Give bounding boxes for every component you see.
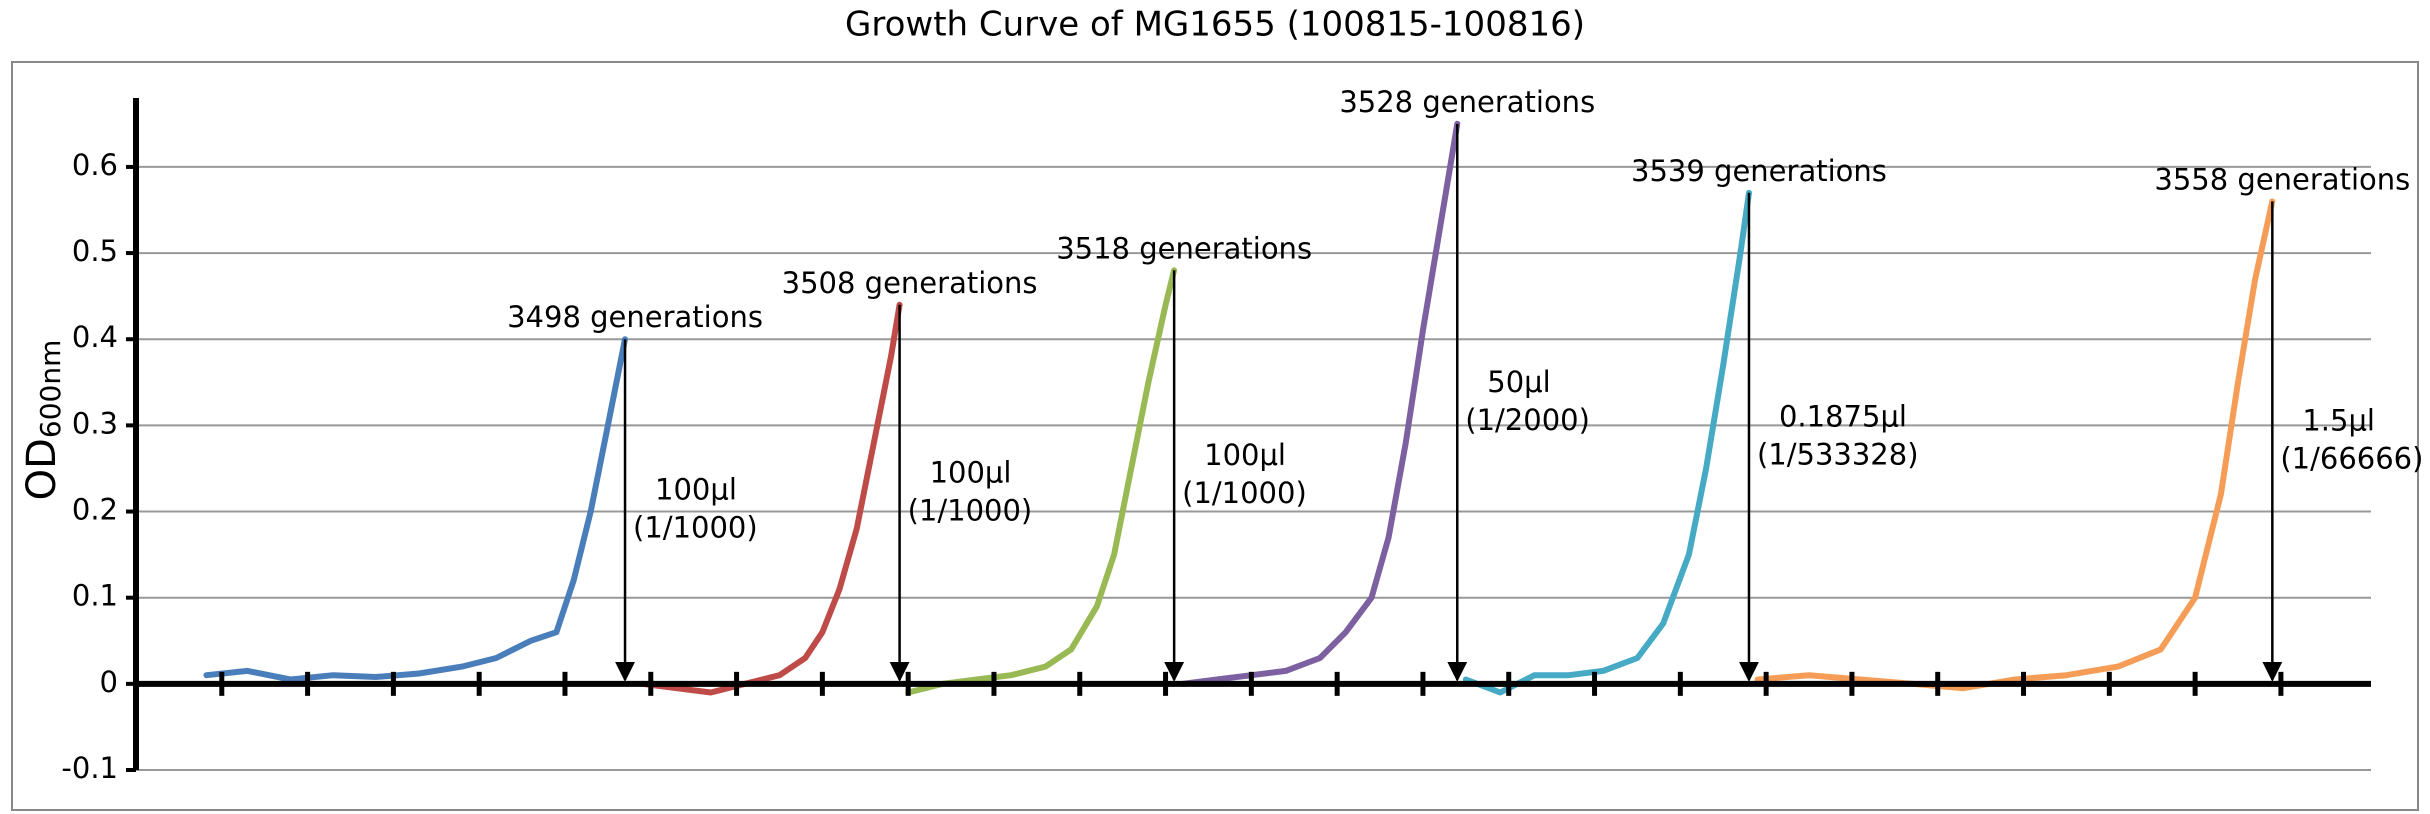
- growth-line: [1179, 120, 1461, 687]
- y-tick-label: 0: [100, 665, 118, 699]
- dilution-label: (1/66666): [2280, 442, 2423, 476]
- dilution-label: 100μl: [1204, 438, 1286, 472]
- dilution-label: 50μl: [1487, 365, 1550, 399]
- growth-line: [203, 336, 628, 683]
- chart-title: Growth Curve of MG1655 (100815-100816): [845, 5, 1585, 45]
- annotation: 3518 generations: [1056, 231, 1312, 265]
- annotation: 3508 generations: [782, 266, 1038, 300]
- y-tick-label: 0.1: [72, 579, 118, 613]
- dilution-label: (1/1000): [1182, 476, 1307, 510]
- growth-line: [1754, 198, 2276, 692]
- annotation: 3539 generations: [1631, 154, 1887, 188]
- y-tick-label: 0.3: [72, 406, 118, 440]
- y-tick-label: 0.5: [72, 234, 118, 268]
- y-axis-label: OD600nm: [19, 340, 67, 501]
- dilution-label: (1/1000): [908, 493, 1033, 527]
- dilution-label: (1/1000): [633, 511, 758, 545]
- dilution-label: 0.1875μl: [1779, 399, 1907, 433]
- y-tick-label: -0.1: [61, 751, 118, 785]
- dilution-label: 1.5μl: [2302, 404, 2375, 438]
- y-tick-label: 0.2: [72, 493, 118, 527]
- y-tick-label: 0.4: [72, 320, 118, 354]
- growth-line: [1462, 189, 1752, 696]
- dilution-label: 100μl: [655, 473, 737, 507]
- y-label-sub: 600nm: [34, 340, 67, 438]
- plot-border: [11, 61, 2419, 811]
- dilution-label: (1/533328): [1757, 437, 1919, 471]
- dilution-label: 100μl: [930, 455, 1012, 489]
- growth-line: [905, 267, 1178, 696]
- annotation: 3528 generations: [1339, 85, 1595, 119]
- y-label-main: OD: [19, 438, 65, 500]
- dilution-label: (1/2000): [1465, 403, 1590, 437]
- annotation: 3498 generations: [507, 300, 763, 334]
- annotation: 3558 generations: [2154, 162, 2410, 196]
- y-tick-label: 0.6: [72, 148, 118, 182]
- growth-line: [639, 301, 903, 696]
